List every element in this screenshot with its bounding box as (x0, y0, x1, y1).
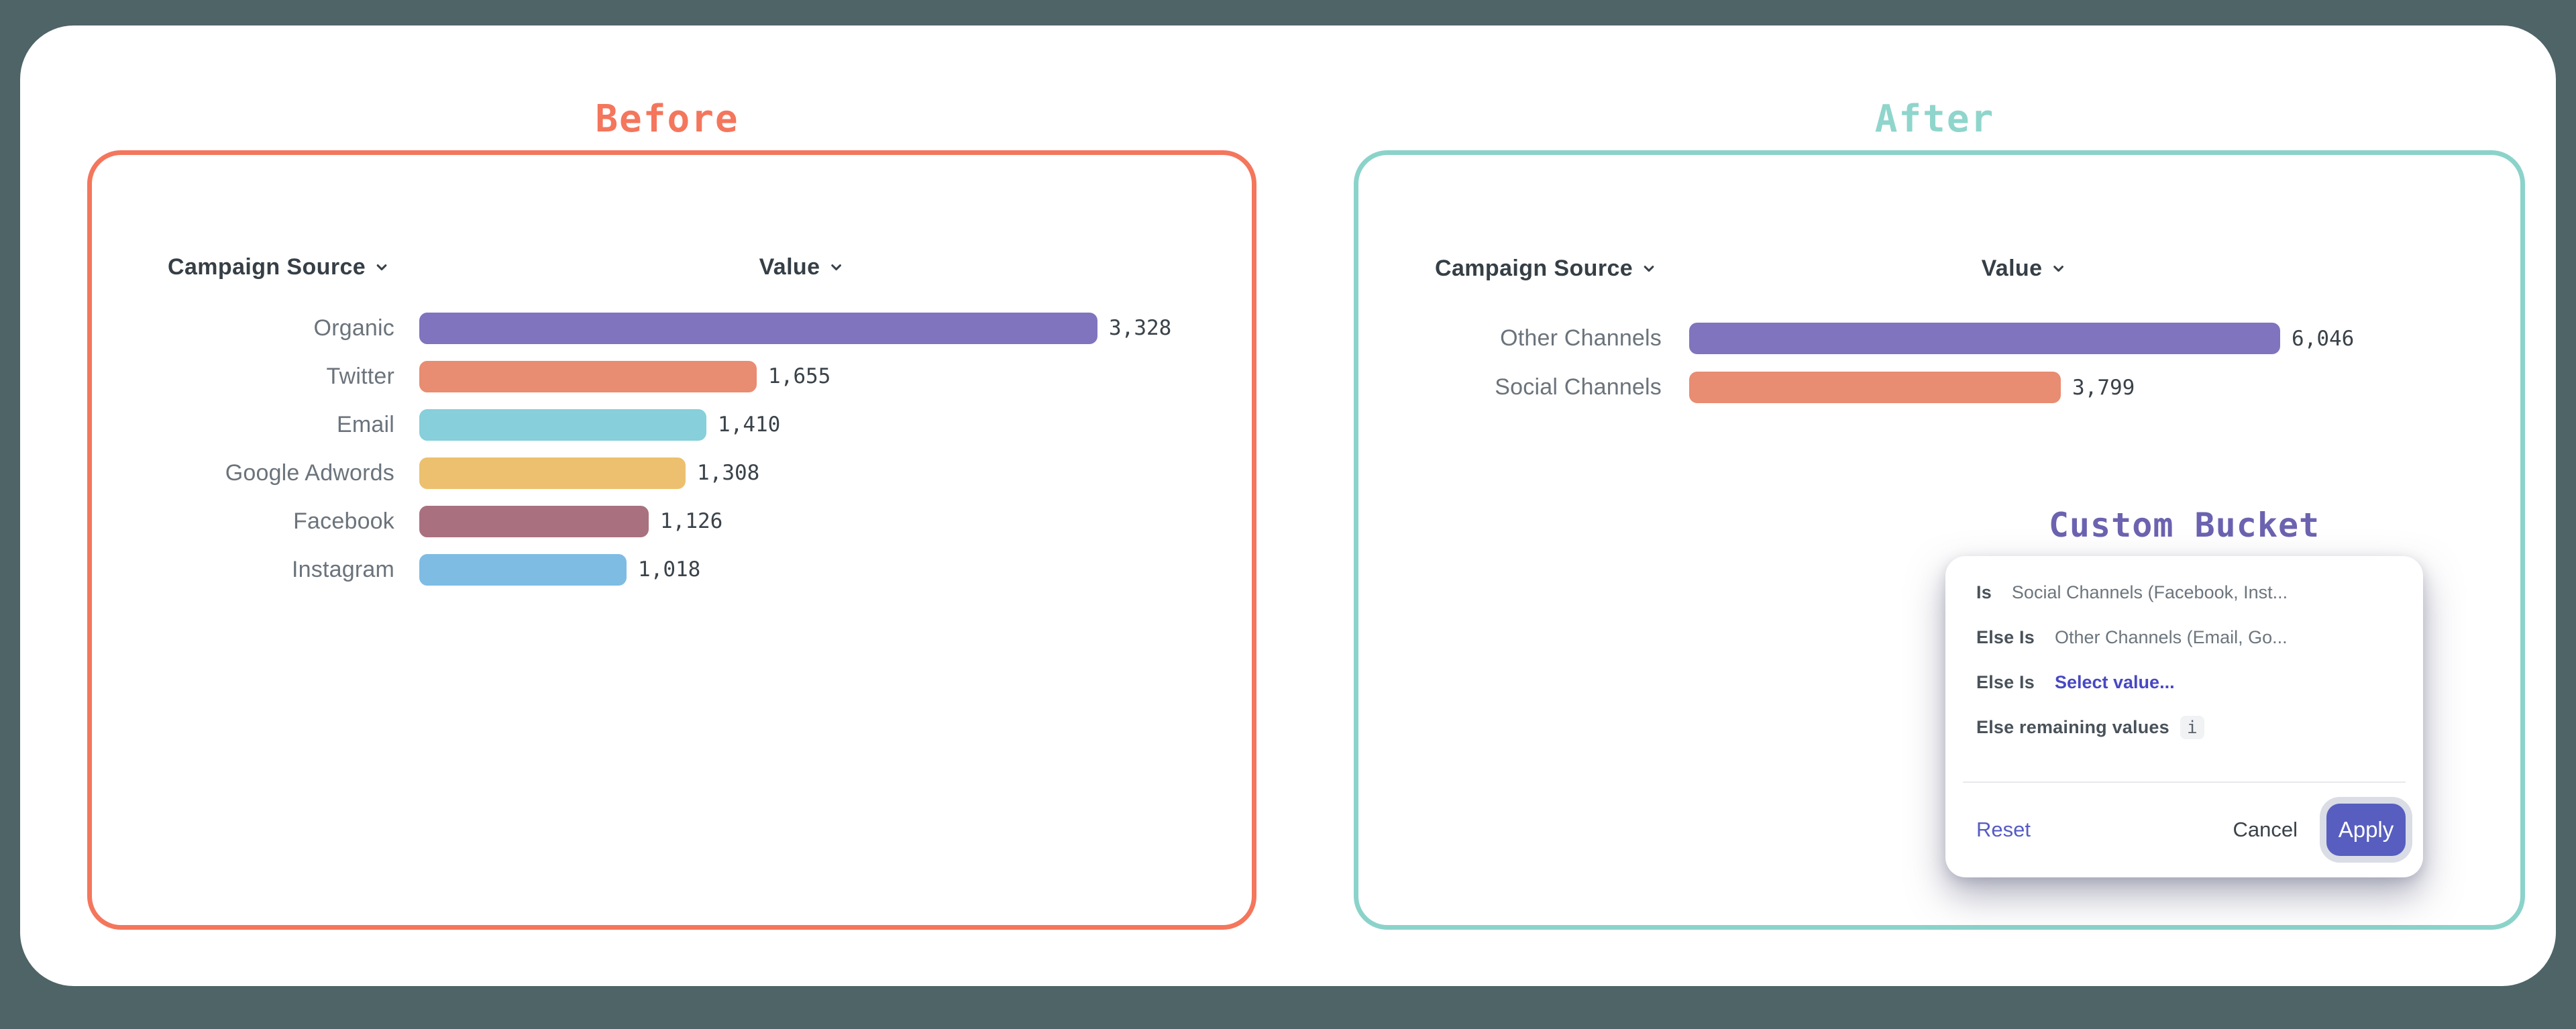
bar-value: 6,046 (2292, 326, 2355, 351)
before-title: Before (595, 97, 739, 141)
column-header-value[interactable]: Value (759, 251, 846, 283)
bar-value: 1,126 (660, 509, 723, 533)
cancel-button[interactable]: Cancel (2233, 817, 2298, 841)
bar-value: 1,308 (697, 461, 760, 485)
row-label: Organic (313, 315, 394, 341)
table-header-row: Campaign Source Value (168, 251, 1161, 283)
column-header-label: Value (1981, 255, 2043, 281)
column-header-label: Value (759, 254, 820, 280)
before-table: Campaign Source Value Organic 3,328 Twitte… (168, 251, 1171, 594)
rule-keyword: Else remaining values (1976, 717, 2169, 737)
table-row: Other Channels 6,046 (1435, 314, 2441, 363)
chevron-down-icon (376, 264, 387, 271)
before-panel (87, 150, 1256, 930)
value-bar[interactable] (419, 457, 686, 489)
row-label: Social Channels (1495, 374, 1662, 400)
chart-rows: Organic 3,328 Twitter 1,655 Email 1,410 Google… (168, 283, 1171, 594)
after-panel (1354, 150, 2525, 930)
rule-keyword: Else Is (1976, 672, 2035, 692)
chevron-down-icon (1644, 266, 1654, 272)
bar-value: 1,018 (638, 557, 701, 582)
select-value-link[interactable]: Select value... (2054, 672, 2175, 692)
rule-keyword: Is (1976, 582, 1992, 602)
value-bar[interactable] (1689, 323, 2280, 354)
row-label: Google Adwords (225, 459, 394, 486)
table-row: Instagram 1,018 (168, 545, 1161, 594)
bucket-rule: Else Is Select value... (1976, 671, 2403, 694)
value-bar[interactable] (1689, 372, 2061, 403)
table-row: Email 1,410 (168, 400, 1161, 449)
chevron-down-icon (831, 264, 841, 271)
rule-value[interactable]: Other Channels (Email, Go... (2054, 627, 2288, 647)
rule-keyword: Else Is (1976, 627, 2035, 647)
table-row: Organic 3,328 (168, 304, 1171, 352)
value-bar[interactable] (419, 505, 649, 537)
bar-value: 3,328 (1109, 316, 1172, 340)
popup-footer: Reset Cancel Apply (1945, 783, 2423, 876)
row-label: Other Channels (1500, 325, 1662, 351)
column-header-label: Campaign Source (168, 254, 366, 280)
value-bar[interactable] (419, 409, 706, 441)
popup-divider (1963, 781, 2406, 783)
table-row: Social Channels 3,799 (1435, 363, 2441, 412)
value-bar[interactable] (419, 360, 757, 392)
apply-button[interactable]: Apply (2326, 803, 2406, 856)
column-header-campaign-source[interactable]: Campaign Source (1435, 252, 1658, 284)
custom-bucket-title: Custom Bucket (2048, 506, 2320, 545)
bucket-rules: Is Social Channels (Facebook, Inst... El… (1945, 556, 2423, 739)
row-label: Facebook (293, 508, 394, 534)
table-row: Twitter 1,655 (168, 352, 1161, 400)
column-header-label: Campaign Source (1435, 255, 1633, 281)
custom-bucket-popup: Is Social Channels (Facebook, Inst... El… (1945, 556, 2423, 877)
after-title: After (1874, 97, 1995, 141)
bucket-rule: Else remaining values i (1976, 716, 2403, 739)
chevron-down-icon (2053, 266, 2063, 272)
bar-value: 1,410 (718, 413, 781, 437)
row-label: Twitter (326, 363, 394, 389)
value-bar[interactable] (419, 312, 1097, 344)
table-row: Google Adwords 1,308 (168, 449, 1161, 497)
column-header-value[interactable]: Value (1982, 252, 2068, 284)
bucket-rule: Else Is Other Channels (Email, Go... (1976, 627, 2403, 649)
table-header-row: Campaign Source Value (1435, 252, 2441, 284)
info-icon[interactable]: i (2180, 716, 2204, 739)
bar-value: 3,799 (2072, 375, 2135, 400)
value-bar[interactable] (419, 553, 627, 586)
bucket-rule: Is Social Channels (Facebook, Inst... (1976, 582, 2403, 604)
chart-rows: Other Channels 6,046 Social Channels 3,799 (1435, 284, 2441, 412)
row-label: Instagram (292, 556, 394, 582)
rule-value[interactable]: Social Channels (Facebook, Inst... (2011, 582, 2288, 602)
table-row: Facebook 1,126 (168, 497, 1161, 545)
bar-value: 1,655 (768, 364, 831, 388)
after-table: Campaign Source Value Other Channels 6,04… (1435, 252, 2441, 412)
canvas-card: Before After Campaign Source Value Organ… (20, 25, 2556, 986)
row-label: Email (336, 411, 394, 437)
reset-button[interactable]: Reset (1976, 817, 2031, 841)
column-header-campaign-source[interactable]: Campaign Source (168, 251, 391, 283)
